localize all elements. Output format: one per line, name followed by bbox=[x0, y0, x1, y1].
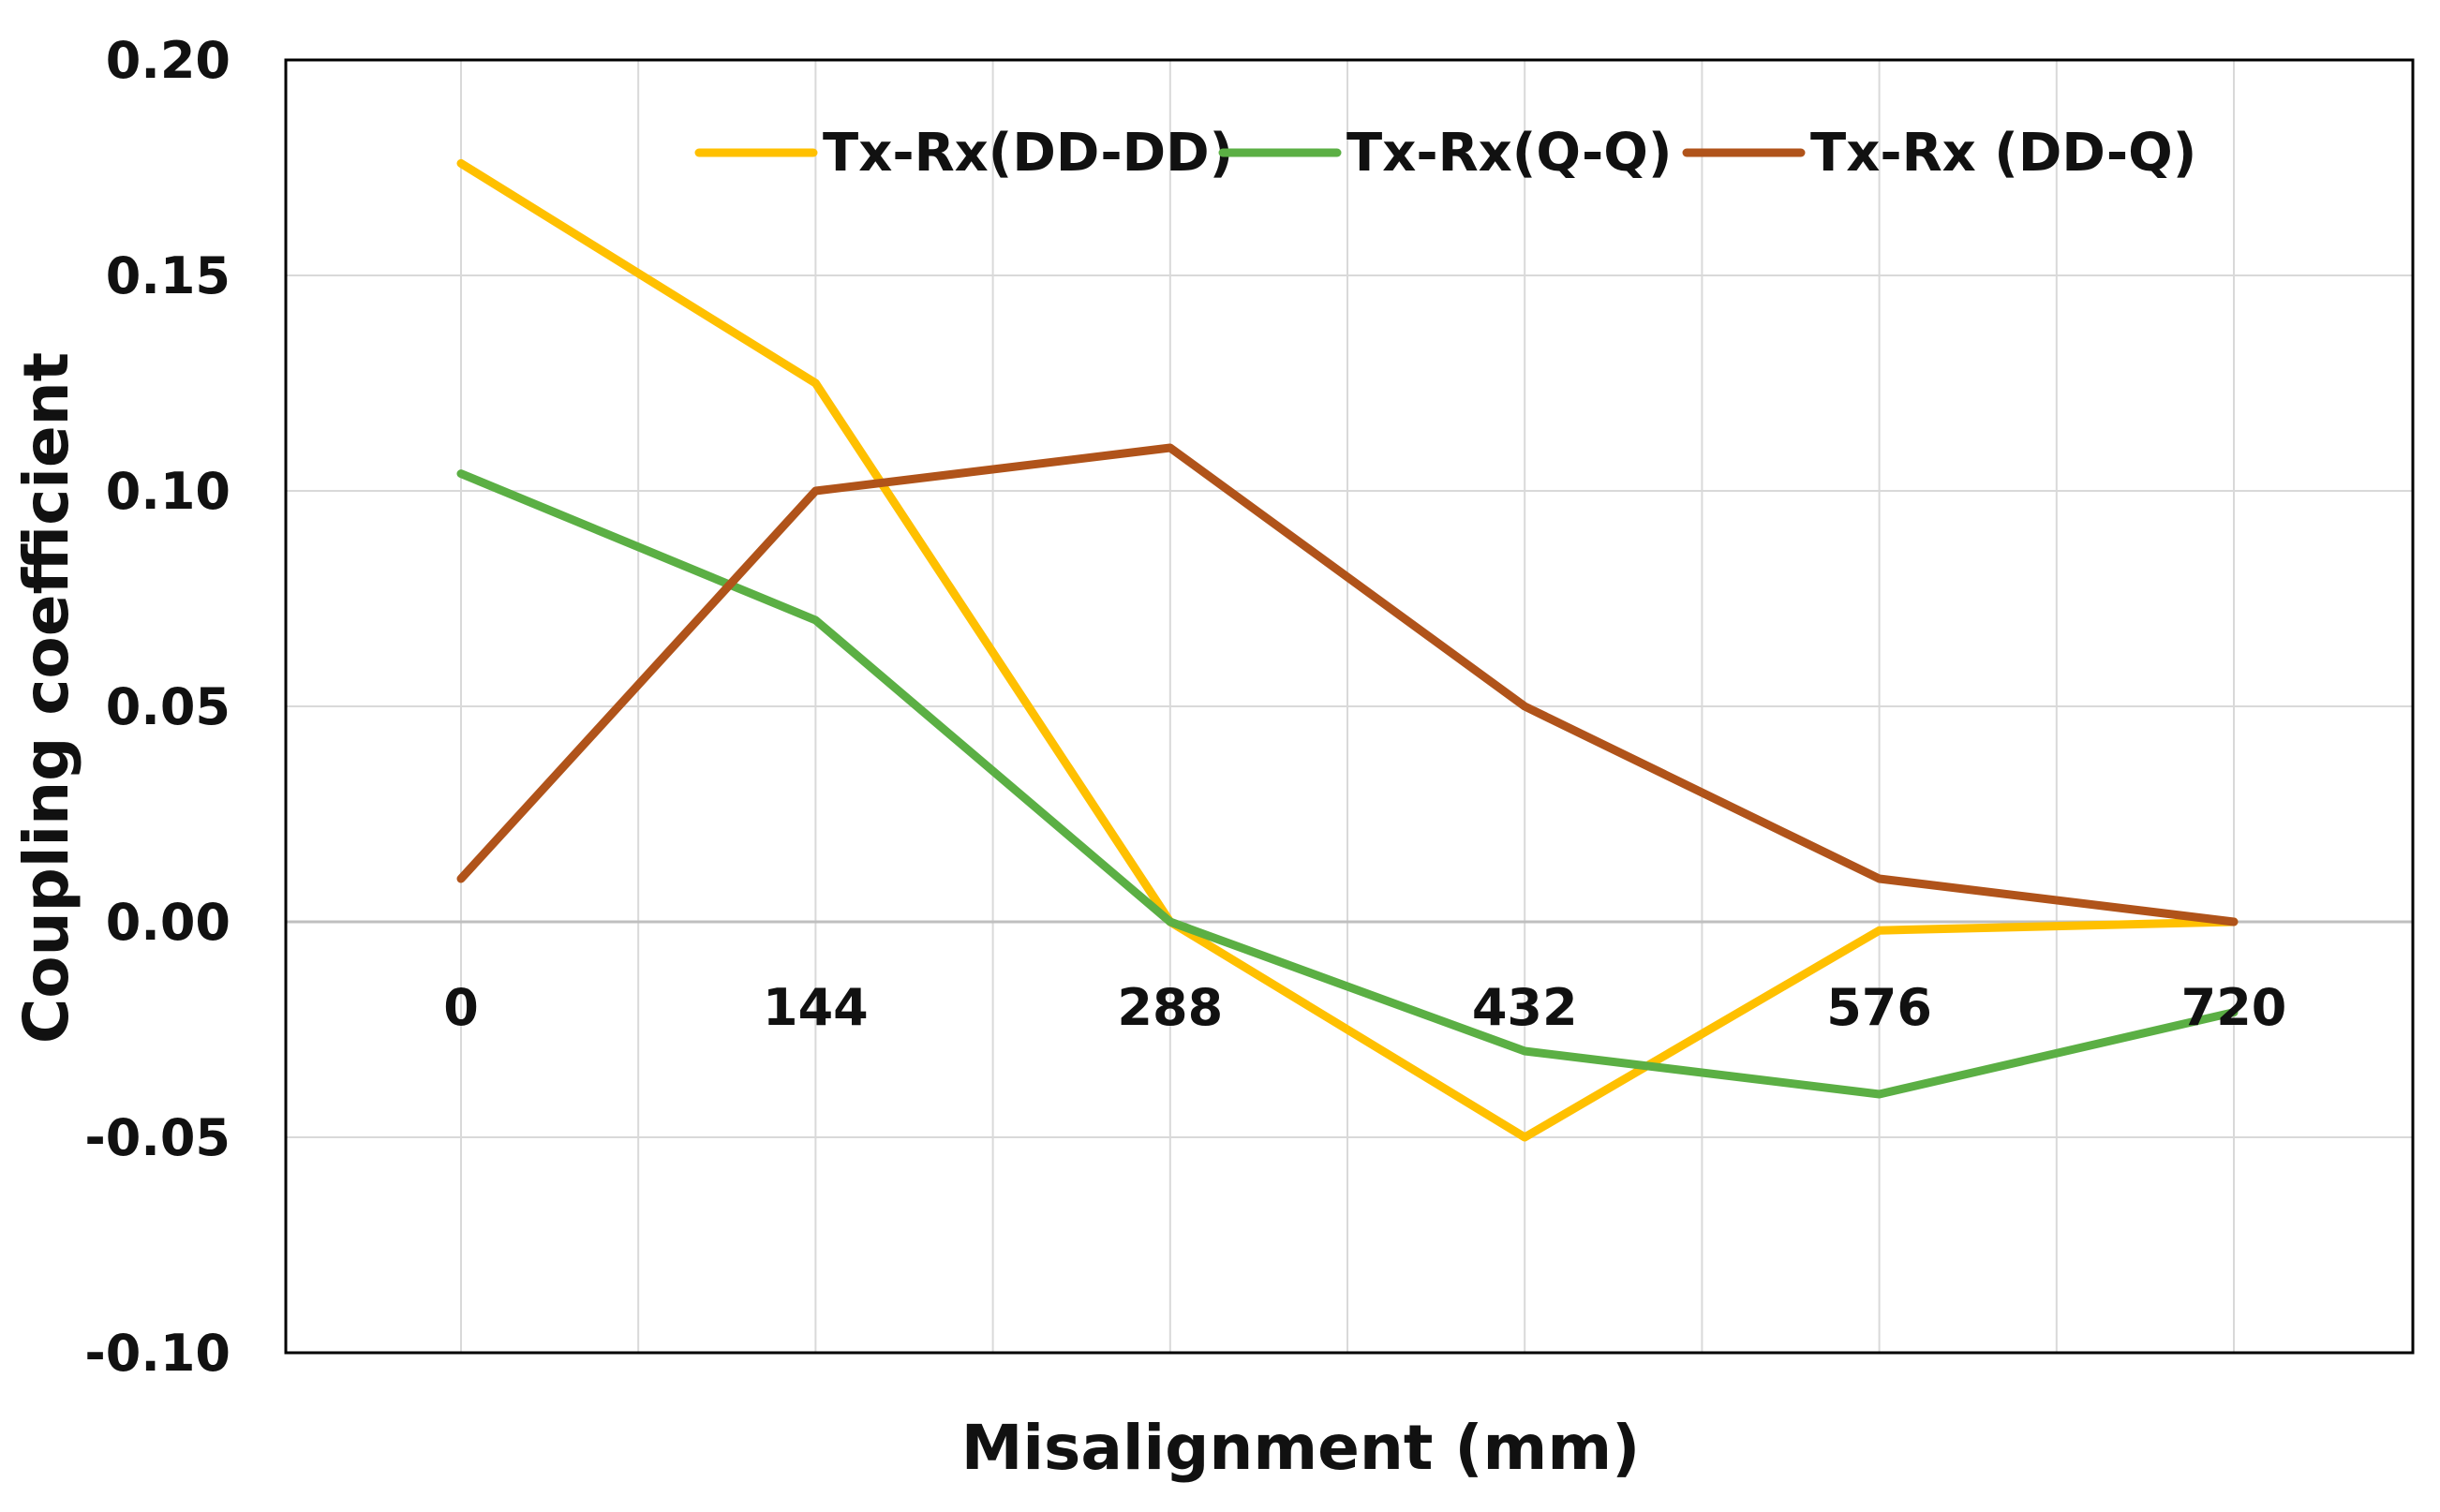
legend-label-1: Tx-Rx(DD-DD) bbox=[823, 123, 1233, 184]
y-tick-labels: -0.10 -0.05 0.00 0.05 0.10 0.15 0.20 bbox=[84, 31, 231, 1383]
y-tick-label: 0.10 bbox=[106, 462, 231, 521]
y-tick-label: 0.05 bbox=[106, 677, 231, 736]
y-tick-label: -0.05 bbox=[84, 1108, 231, 1167]
legend-label-3: Tx-Rx (DD-Q) bbox=[1810, 123, 2196, 184]
x-tick-label: 576 bbox=[1826, 978, 1932, 1037]
series-lines bbox=[456, 158, 2239, 1142]
x-tick-label: 144 bbox=[763, 978, 869, 1037]
series-line-1 bbox=[456, 158, 2239, 1142]
y-tick-label: 0.20 bbox=[106, 31, 231, 90]
legend-label-2: Tx-Rx(Q-Q) bbox=[1346, 123, 1672, 184]
legend: Tx-Rx(DD-DD) Tx-Rx(Q-Q) Tx-Rx (DD-Q) bbox=[694, 123, 2196, 184]
series-line-3 bbox=[456, 443, 2239, 926]
x-tick-label: 288 bbox=[1117, 978, 1223, 1037]
series-line-2 bbox=[456, 469, 2239, 1099]
x-axis-title: Misalignment (mm) bbox=[961, 1412, 1641, 1484]
x-tick-label: 720 bbox=[2181, 978, 2287, 1037]
y-tick-label: -0.10 bbox=[84, 1324, 231, 1383]
x-tick-label: 432 bbox=[1472, 978, 1578, 1037]
plot-area-border bbox=[284, 58, 2415, 1355]
y-tick-label: 0.00 bbox=[106, 893, 231, 952]
x-tick-labels: 0 144 288 432 576 720 bbox=[443, 978, 2286, 1037]
x-tick-label: 0 bbox=[443, 978, 479, 1037]
y-tick-label: 0.15 bbox=[106, 246, 231, 305]
y-axis-title: Coupling coefficient bbox=[10, 352, 82, 1044]
